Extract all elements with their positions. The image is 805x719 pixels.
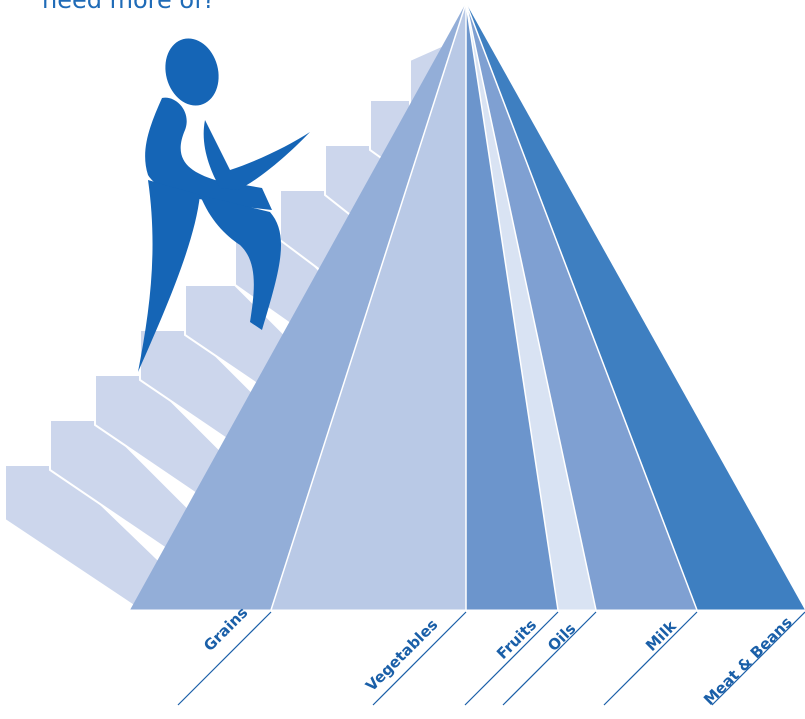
label-grains: Grains	[177, 603, 272, 706]
label-meat-beans-text: Meat & Beans	[700, 613, 796, 709]
band-grains	[130, 3, 466, 610]
figure-front-leg	[200, 195, 282, 330]
label-fruits-text: Fruits	[493, 616, 540, 663]
figure-torso	[145, 97, 272, 210]
figure-arm	[203, 120, 310, 190]
label-milk-text: Milk	[642, 616, 680, 654]
label-milk: Milk	[603, 611, 698, 706]
label-oils-text: Oils	[544, 619, 579, 654]
climbing-person-icon	[138, 38, 310, 372]
figure-head	[165, 38, 219, 106]
label-vegetables: Vegetables	[362, 611, 467, 706]
label-vegetables-text: Vegetables	[362, 615, 441, 694]
partial-heading-text: need more of?	[42, 0, 216, 14]
band-meat-beans	[466, 3, 805, 610]
band-dividers	[270, 2, 698, 611]
label-meat-beans: Meat & Beans	[700, 611, 805, 709]
label-grains-text: Grains	[200, 603, 251, 654]
label-fruits: Fruits	[464, 611, 559, 706]
figure-back-leg	[138, 180, 200, 372]
pyramid	[130, 2, 805, 611]
band-labels: Grains Vegetables Fruits Oils Milk Meat …	[177, 603, 805, 709]
